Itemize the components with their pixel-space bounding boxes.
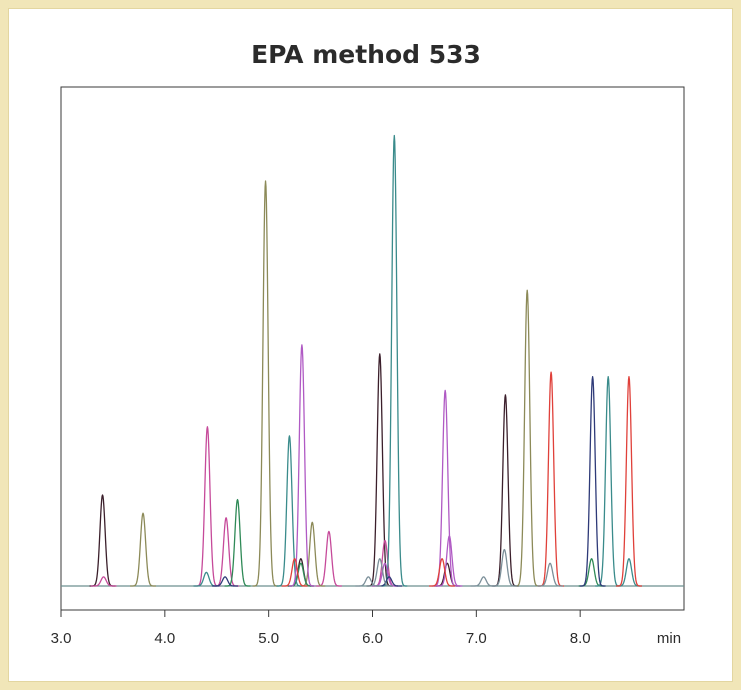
x-axis-tick-label: 7.0 xyxy=(466,630,487,647)
chromatogram-peak xyxy=(595,376,622,587)
x-axis-tick-label: 3.0 xyxy=(51,630,72,647)
chromatogram-peak xyxy=(579,376,606,587)
chromatogram-peak xyxy=(536,562,564,587)
x-axis-tick-label: 5.0 xyxy=(258,630,279,647)
x-axis-tick-label: 8.0 xyxy=(570,630,591,647)
chromatogram-peak xyxy=(252,180,279,587)
chromatogram-peak xyxy=(431,389,459,587)
chromatogram-peak xyxy=(615,376,643,587)
chromatogram-peak xyxy=(276,435,303,587)
plot-area xyxy=(60,86,685,611)
chromatogram-peak xyxy=(129,512,157,587)
chromatogram-traces xyxy=(61,134,684,587)
x-axis-tick-label: 4.0 xyxy=(154,630,175,647)
chromatogram-peak xyxy=(224,498,251,587)
chart-title: EPA method 533 xyxy=(251,40,481,69)
chromatogram-peak xyxy=(436,535,463,587)
chromatogram-peak xyxy=(428,558,456,587)
chromatogram-peak xyxy=(366,558,393,587)
chromatogram-peak xyxy=(90,576,117,587)
x-axis: 3.0 4.0 5.0 6.0 7.0 8.0 xyxy=(51,610,591,647)
chromatogram-peak xyxy=(470,576,497,587)
chromatogram-peak xyxy=(281,558,308,587)
chromatogram-peak xyxy=(211,576,239,587)
chromatogram-peak xyxy=(366,353,393,587)
x-axis-unit: min xyxy=(657,630,681,647)
chromatogram-peak xyxy=(355,576,382,587)
chromatogram-peak xyxy=(288,344,316,587)
x-axis-tick-label: 6.0 xyxy=(362,630,383,647)
chromatogram-peak xyxy=(514,289,541,587)
